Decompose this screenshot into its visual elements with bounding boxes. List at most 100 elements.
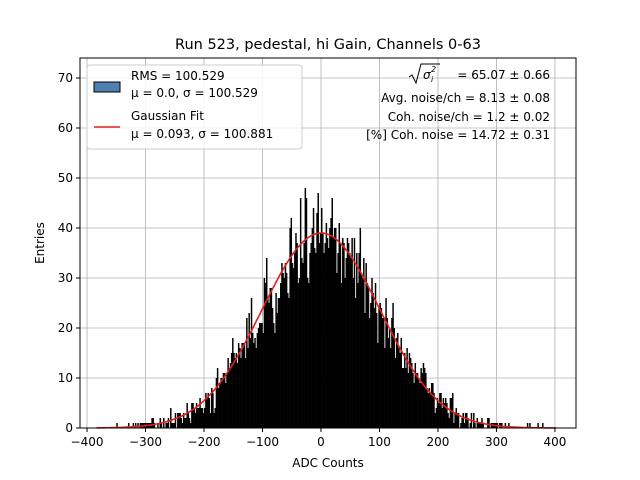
histogram-bar — [529, 423, 531, 428]
histogram-bar — [240, 358, 242, 428]
histogram-bar — [254, 338, 256, 428]
histogram-bar — [212, 393, 214, 428]
histogram-bar — [302, 263, 304, 428]
histogram-bar — [337, 253, 339, 428]
coh-noise-annotation: Coh. noise/ch = 1.2 ± 0.02 — [388, 110, 550, 124]
histogram-bar — [236, 363, 239, 428]
histogram-bar — [204, 408, 206, 428]
x-tick-label: −400 — [71, 435, 104, 449]
histogram-bar — [335, 228, 337, 428]
histogram-bar — [292, 268, 295, 428]
histogram-bar — [320, 208, 323, 428]
histogram-bar — [188, 418, 191, 428]
histogram-bar — [200, 408, 202, 428]
histogram-bar — [447, 413, 449, 428]
y-tick-label: 10 — [58, 371, 73, 385]
y-tick-label: 60 — [58, 121, 73, 135]
histogram-bar — [205, 393, 207, 428]
histogram-bar — [508, 423, 510, 428]
histogram-bar — [436, 398, 439, 428]
histogram-bar — [261, 323, 263, 428]
x-tick-label: −100 — [246, 435, 279, 449]
histogram-bar — [349, 253, 351, 428]
histogram-bar — [363, 258, 365, 428]
histogram-bar — [411, 363, 413, 428]
histogram-bar — [420, 368, 422, 428]
histogram-bar — [180, 418, 183, 428]
histogram-bar — [443, 403, 446, 428]
histogram-bar — [360, 273, 363, 428]
histogram-bar — [375, 313, 378, 428]
histogram-bar — [270, 288, 273, 428]
histogram-bar — [394, 358, 397, 428]
histogram-bar — [319, 233, 322, 428]
y-tick-label: 40 — [58, 221, 73, 235]
x-tick-label: 400 — [543, 435, 566, 449]
histogram-bar — [284, 263, 287, 428]
histogram-bar — [381, 318, 384, 428]
histogram-bar — [160, 423, 163, 428]
histogram-bar — [361, 278, 364, 428]
y-tick-label: 70 — [58, 71, 73, 85]
histogram-bar — [294, 253, 296, 428]
histogram-bar — [247, 348, 249, 428]
histogram-bar — [482, 423, 484, 428]
histogram-bar — [352, 278, 355, 428]
histogram-bar — [219, 383, 221, 428]
histogram-bar — [450, 398, 453, 428]
histogram-bar — [221, 378, 224, 428]
sigma-superscript: 2 — [431, 65, 436, 74]
histogram-bar — [179, 413, 181, 428]
histogram-bar — [358, 253, 360, 428]
histogram-bar — [152, 418, 154, 428]
histogram-bar — [474, 423, 476, 428]
plot-frame — [79, 57, 577, 429]
histogram-bar — [372, 293, 374, 428]
histogram-bar — [241, 343, 243, 428]
histogram-bar — [263, 278, 266, 428]
histogram-bar — [380, 308, 383, 428]
histogram-bar — [275, 293, 277, 428]
histogram-bar — [452, 393, 454, 428]
histogram-bar — [196, 408, 199, 428]
histogram-bar — [234, 358, 236, 428]
legend-histogram-sublabel: μ = 0.0, σ = 100.529 — [131, 86, 258, 100]
histogram-bar — [433, 393, 435, 428]
histogram-bar — [366, 283, 369, 428]
x-tick-label: 200 — [427, 435, 450, 449]
histogram-bar — [173, 423, 176, 428]
histogram-bar — [477, 423, 480, 428]
coh-noise-pct-annotation: [%] Coh. noise = 14.72 ± 0.31 — [366, 128, 550, 142]
histogram-bar — [422, 363, 425, 428]
histogram-bar — [273, 323, 275, 428]
y-tick-label: 50 — [58, 171, 73, 185]
histogram-bar — [187, 413, 190, 428]
histogram-bar — [285, 273, 288, 428]
histogram-bar — [408, 353, 411, 428]
histogram-bar — [172, 423, 174, 428]
histogram-bar — [469, 423, 472, 428]
histogram-bar — [192, 403, 194, 428]
histogram-bar — [371, 278, 373, 428]
histogram-bar — [228, 368, 231, 428]
histogram-bar — [165, 423, 167, 428]
histogram-bar — [488, 418, 490, 428]
histogram-bar — [418, 378, 420, 428]
histogram-bar — [201, 408, 204, 428]
avg-noise-annotation: Avg. noise/ch = 8.13 ± 0.08 — [381, 91, 550, 105]
histogram-bar — [299, 198, 302, 428]
histogram-bar — [191, 403, 193, 428]
histogram-bar — [487, 418, 489, 428]
histogram-bar — [401, 368, 404, 428]
sigma-symbol: σ — [423, 68, 431, 82]
histogram-bar — [178, 413, 180, 428]
histogram-bar — [301, 258, 303, 428]
histogram-bar — [412, 373, 414, 428]
histogram-bar — [151, 418, 153, 428]
histogram-bar — [134, 423, 137, 428]
histogram-bar — [258, 323, 261, 428]
histogram-bar — [194, 413, 197, 428]
histogram-bar — [364, 313, 366, 428]
histogram-bar — [256, 333, 259, 428]
